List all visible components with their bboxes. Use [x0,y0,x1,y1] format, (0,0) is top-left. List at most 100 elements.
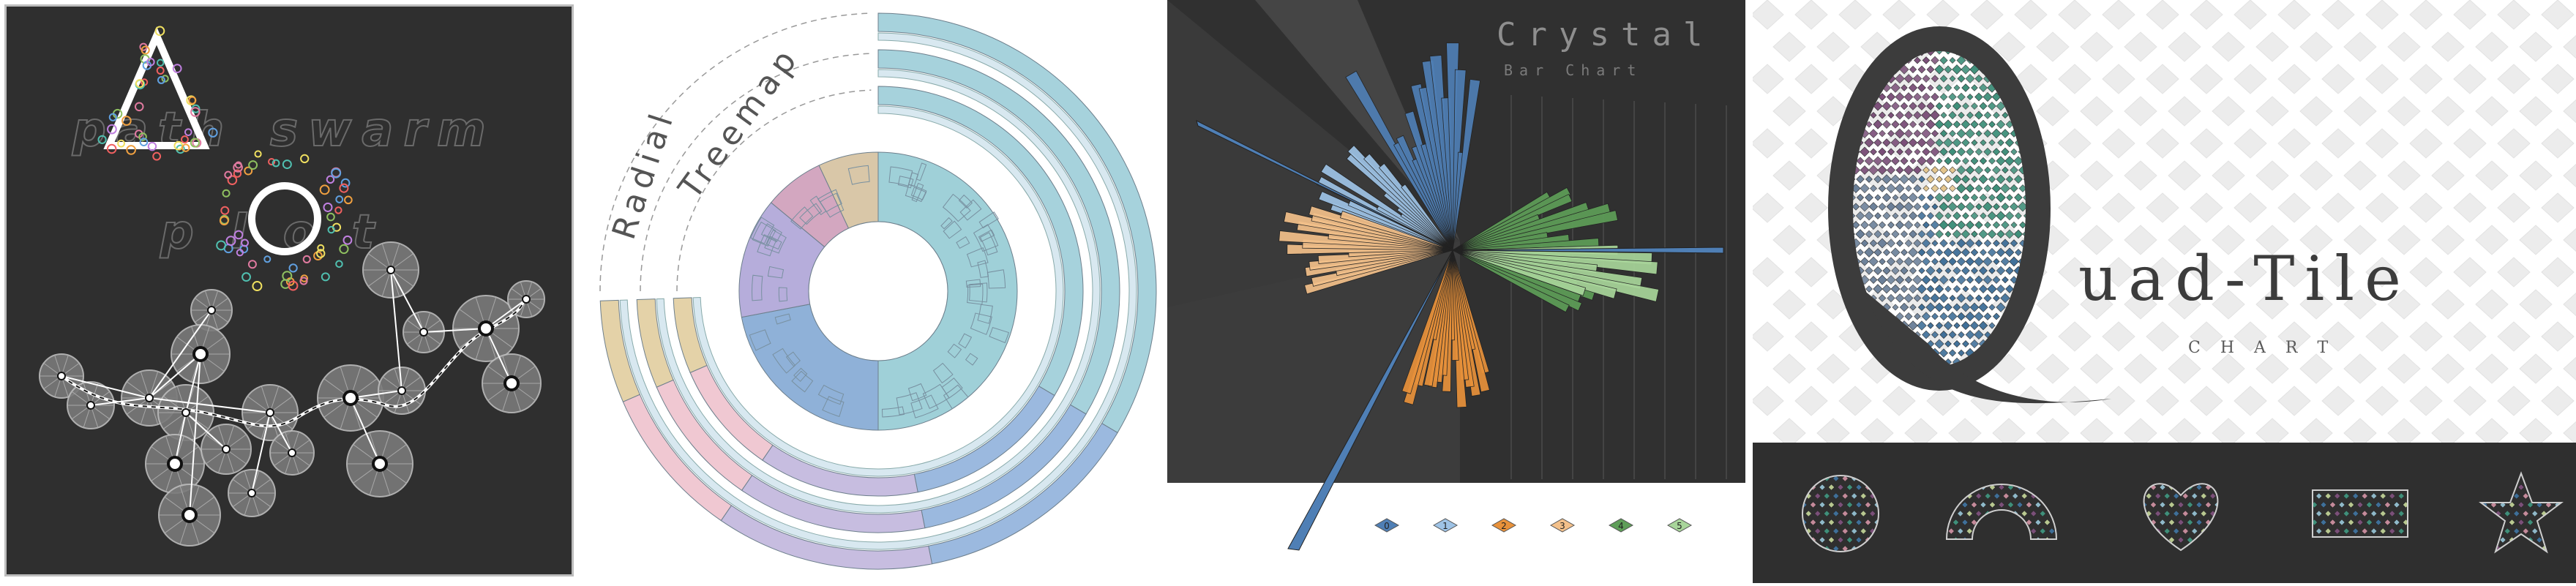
q-tile [1983,147,1992,157]
q-tile [1988,157,1996,165]
q-tile [1939,75,1948,83]
q-tile [1868,129,1879,138]
bg-diamond [1753,257,1784,288]
bg-diamond [1882,0,1916,30]
q-tile [1931,166,1939,174]
q-tile [1887,165,1895,175]
q-tile [1952,138,1962,148]
bg-diamond [2321,321,2355,352]
swarm-dot [139,138,149,146]
swarm-dot [222,189,231,198]
legend-label: 1 [1442,521,1448,531]
q-tile [1878,111,1887,119]
treemap-cell [967,284,984,305]
swarm-node [478,320,494,337]
q-tile [1944,267,1952,274]
swarm-node [397,386,406,395]
bg-diamond [2234,386,2267,416]
q-tile [1931,258,1939,266]
treemap-title-radial: Radial [605,105,682,244]
q-tile [1979,193,1988,202]
treemap-cell [749,329,771,351]
q-tile [1931,56,1939,65]
bg-diamond [2365,0,2399,30]
q-tile [1966,147,1974,157]
bubble-spoke [140,397,150,425]
quad-title-rest: uad-Tile [2078,243,2411,315]
treemap-cell [979,232,998,256]
bg-diamond [2036,31,2070,62]
bg-diamond [1794,192,1828,223]
swarm-dot [335,260,343,268]
q-tile [1908,83,1918,93]
crystal-title: Crystal [1497,16,1714,53]
bg-diamond [2453,192,2487,223]
shape-tile [2021,510,2028,517]
bg-diamond [2343,225,2377,255]
q-tile [1860,55,1870,66]
q-tile [1917,102,1926,110]
q-tile [1934,119,1944,129]
q-tile [1974,165,1984,175]
q-tile [1956,220,1966,230]
bg-diamond [2255,353,2289,384]
q-tile [2037,57,2043,63]
swarm-link [185,412,227,450]
shape-tile [1819,484,1826,491]
bg-diamond [2475,353,2509,384]
q-tile [2026,56,2027,65]
q-tile [1939,93,1948,101]
q-tile [1996,266,2006,276]
bg-diamond [2255,418,2289,443]
q-tile [1887,148,1895,156]
q-tile [1873,230,1882,238]
bg-diamond [2453,128,2487,159]
swarm-dot [154,26,165,37]
shape-tile [1832,492,1840,500]
shape-tile [1851,492,1858,500]
q-tile [1864,138,1874,148]
bg-diamond [2387,225,2421,255]
q-tile [1878,203,1887,211]
shape-tile [1865,519,1871,526]
q-tile [1988,175,1996,184]
q-tail [1862,289,2111,404]
q-tile [1974,220,1983,230]
bg-diamond [2497,386,2531,416]
q-tile [1974,92,1983,102]
q-tile [1891,266,1900,275]
shape-tile [1819,536,1826,544]
q-tile [1917,230,1926,238]
bg-diamond [1772,353,1806,384]
q-tile [1930,220,1940,230]
bg-diamond [2475,289,2509,320]
bg-diamond [1992,353,2026,384]
swarm-node [57,372,66,380]
swarm-node [247,489,256,497]
treemap-cell [790,206,814,230]
treemap-cell [910,187,927,200]
q-tile [1882,174,1892,184]
bg-diamond [1794,128,1828,159]
bg-diamond [2387,160,2421,191]
q-tile [1886,257,1896,266]
swarm-dot [342,235,353,245]
swarm-graph [39,241,545,546]
swarm-dot [334,206,342,214]
swarm-node [181,507,198,523]
swarm-dot [233,169,242,178]
treemap-cell [943,384,969,410]
shape-outline [2312,489,2408,538]
bg-diamond [2299,31,2333,62]
q-tile [1925,229,1936,239]
swarm-link [149,397,271,413]
swarm-dot [339,183,349,193]
q-tile [1900,211,1909,220]
q-tile [1922,203,1931,211]
shape-tile [1823,527,1830,535]
q-tile [1901,84,1908,91]
bg-diamond [1816,31,1850,62]
shape-tile [1841,510,1849,517]
swarm-dot [134,102,144,112]
q-tile [1891,120,1900,129]
